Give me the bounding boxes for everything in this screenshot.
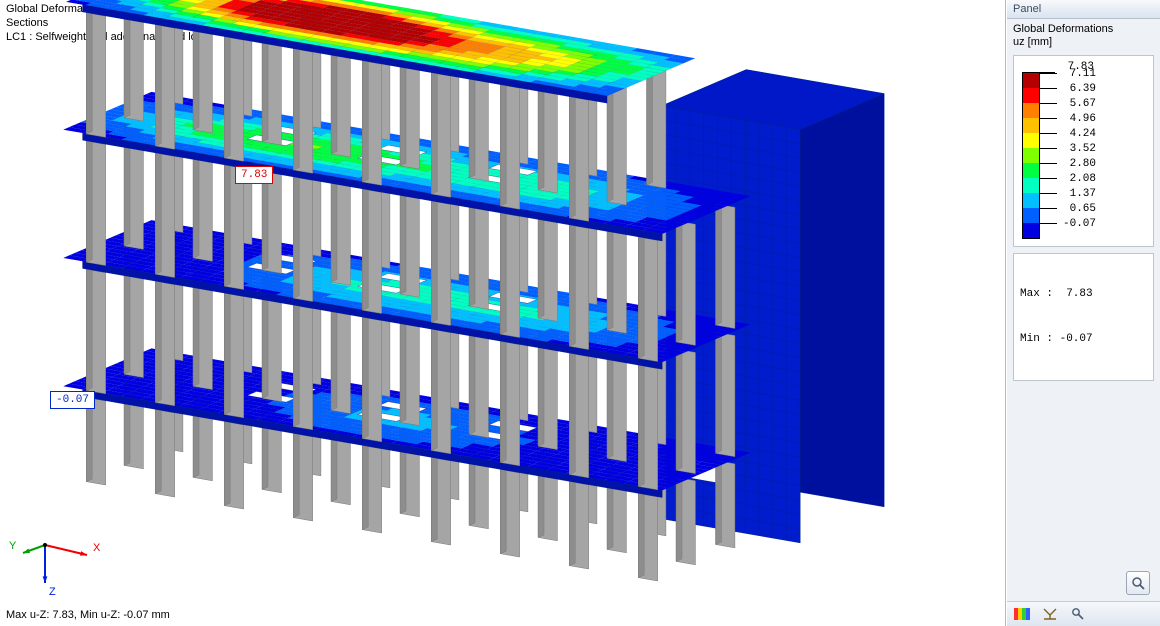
svg-text:Y: Y xyxy=(9,540,17,552)
legend-tick: 1.37 xyxy=(1063,188,1096,200)
scale-icon xyxy=(1042,607,1058,621)
svg-text:X: X xyxy=(93,542,101,554)
min-value-callout: -0.07 xyxy=(50,391,95,409)
side-panel: Panel Global Deformations uz [mm] 7.83 7… xyxy=(1006,0,1160,626)
panel-heading-line-2: uz [mm] xyxy=(1013,36,1154,49)
stats-min: Min : -0.07 xyxy=(1020,332,1147,347)
legend-tick: 0.65 xyxy=(1063,203,1096,215)
legend-tick: -0.07 xyxy=(1063,218,1096,230)
legend-tick: 2.08 xyxy=(1063,173,1096,185)
stats-max: Max : 7.83 xyxy=(1020,287,1147,302)
scale-button[interactable] xyxy=(1041,606,1059,622)
panel-title: Panel xyxy=(1007,0,1160,19)
legend-swatch xyxy=(1022,148,1040,164)
panel-heading-line-1: Global Deformations xyxy=(1013,23,1154,36)
palette-button[interactable] xyxy=(1013,606,1031,622)
legend-tick: 4.24 xyxy=(1063,128,1096,140)
legend-tick: 2.80 xyxy=(1063,158,1096,170)
legend-swatch xyxy=(1022,178,1040,194)
legend-swatch xyxy=(1022,208,1040,224)
color-legend: 7.83 7.11 6.39 5.67 4.96 4.24 3.52 2.80 … xyxy=(1013,55,1154,247)
legend-swatch xyxy=(1022,72,1040,89)
legend-swatch xyxy=(1022,103,1040,119)
legend-swatch xyxy=(1022,193,1040,209)
app-root: Global Deformations u-Z [mm] Sections LC… xyxy=(0,0,1160,626)
palette-icon xyxy=(1014,608,1030,620)
legend-swatch xyxy=(1022,133,1040,149)
panel-spacer xyxy=(1013,387,1154,565)
viewport-3d[interactable]: Global Deformations u-Z [mm] Sections LC… xyxy=(0,0,1006,626)
max-value-callout: 7.83 xyxy=(235,166,273,184)
panel-body: Global Deformations uz [mm] 7.83 7.11 6.… xyxy=(1007,19,1160,601)
legend-tick: 4.96 xyxy=(1063,113,1096,125)
legend-row: -0.07 xyxy=(1022,223,1149,238)
model-render: X Y Z xyxy=(0,0,1006,626)
panel-heading: Global Deformations uz [mm] xyxy=(1013,23,1154,49)
probe-button[interactable] xyxy=(1069,606,1087,622)
viewport-footer: Max u-Z: 7.83, Min u-Z: -0.07 mm xyxy=(6,608,170,622)
zoom-button[interactable] xyxy=(1126,571,1150,595)
stats-box: Max : 7.83 Min : -0.07 xyxy=(1013,253,1154,381)
legend-swatch xyxy=(1022,118,1040,134)
panel-toolbar xyxy=(1007,601,1160,626)
legend-tick: 3.52 xyxy=(1063,143,1096,155)
legend-tick: 7.11 xyxy=(1063,68,1096,80)
legend-swatch xyxy=(1022,88,1040,104)
probe-icon xyxy=(1071,607,1085,621)
svg-text:Z: Z xyxy=(49,586,56,598)
legend-swatch xyxy=(1022,223,1040,239)
legend-swatch xyxy=(1022,163,1040,179)
legend-tick: 5.67 xyxy=(1063,98,1096,110)
legend-tick: 6.39 xyxy=(1063,83,1096,95)
magnifier-icon xyxy=(1131,576,1145,590)
